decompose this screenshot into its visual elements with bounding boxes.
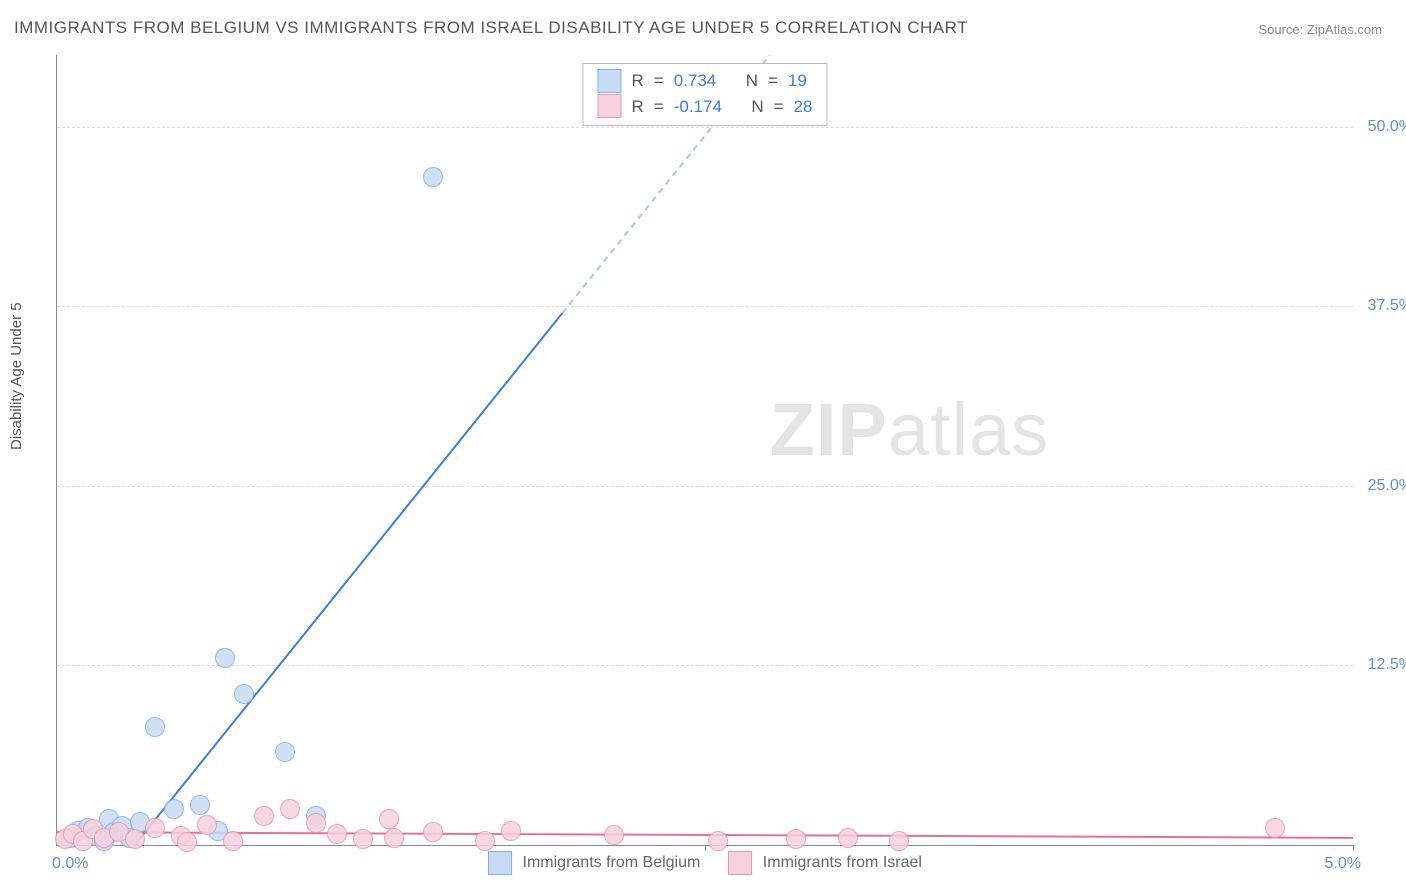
- n-value-belgium: 19: [788, 68, 807, 94]
- n-label: N: [751, 94, 763, 120]
- gridline: [57, 486, 1353, 487]
- data-point-israel: [708, 831, 728, 851]
- data-point-israel: [501, 821, 521, 841]
- data-point-belgium: [215, 648, 235, 668]
- eq-label: =: [654, 68, 664, 94]
- r-label: R: [631, 94, 643, 120]
- data-point-belgium: [164, 799, 184, 819]
- swatch-belgium: [597, 69, 621, 93]
- source-prefix: Source:: [1258, 22, 1306, 37]
- gridline: [57, 665, 1353, 666]
- data-point-israel: [353, 829, 373, 849]
- x-tick-mark: [1353, 845, 1354, 851]
- y-tick-label: 50.0%: [1363, 118, 1406, 136]
- data-point-israel: [145, 818, 165, 838]
- data-point-israel: [125, 829, 145, 849]
- trend-line-israel: [57, 832, 1353, 838]
- data-point-israel: [254, 806, 274, 826]
- watermark-light: atlas: [888, 388, 1049, 471]
- eq-label: =: [768, 68, 778, 94]
- trend-lines-svg: [57, 55, 1353, 845]
- r-value-israel: -0.174: [674, 94, 722, 120]
- legend-label-belgium: Immigrants from Belgium: [523, 854, 701, 871]
- data-point-belgium: [190, 795, 210, 815]
- legend-item-belgium: Immigrants from Belgium: [488, 851, 700, 875]
- data-point-belgium: [234, 684, 254, 704]
- data-point-israel: [306, 813, 326, 833]
- correlation-stats-box: R = 0.734 N = 19 R = -0.174 N = 28: [582, 63, 827, 126]
- legend-swatch-israel: [728, 851, 752, 875]
- legend: Immigrants from Belgium Immigrants from …: [488, 851, 922, 875]
- r-value-belgium: 0.734: [674, 68, 717, 94]
- n-value-israel: 28: [794, 94, 813, 120]
- y-tick-label: 12.5%: [1363, 656, 1406, 674]
- source-name: ZipAtlas.com: [1307, 22, 1382, 37]
- y-tick-label: 37.5%: [1363, 297, 1406, 315]
- legend-swatch-belgium: [488, 851, 512, 875]
- data-point-israel: [838, 828, 858, 848]
- data-point-belgium: [423, 167, 443, 187]
- data-point-israel: [197, 815, 217, 835]
- data-point-israel: [379, 809, 399, 829]
- data-point-israel: [1265, 818, 1285, 838]
- data-point-israel: [384, 828, 404, 848]
- data-point-israel: [423, 822, 443, 842]
- swatch-israel: [597, 94, 621, 118]
- data-point-israel: [327, 824, 347, 844]
- data-point-israel: [889, 831, 909, 851]
- stats-row-belgium: R = 0.734 N = 19: [597, 68, 812, 94]
- data-point-israel: [604, 825, 624, 845]
- chart-title: IMMIGRANTS FROM BELGIUM VS IMMIGRANTS FR…: [14, 18, 968, 38]
- plot-area: ZIPatlas 12.5%25.0%37.5%50.0% R = 0.734 …: [56, 55, 1353, 846]
- eq-label: =: [774, 94, 784, 120]
- data-point-israel: [280, 799, 300, 819]
- data-point-israel: [223, 831, 243, 851]
- legend-item-israel: Immigrants from Israel: [728, 851, 922, 875]
- watermark: ZIPatlas: [770, 387, 1049, 472]
- data-point-belgium: [275, 742, 295, 762]
- data-point-israel: [786, 829, 806, 849]
- y-axis-label: Disability Age Under 5: [8, 302, 25, 450]
- data-point-israel: [475, 831, 495, 851]
- gridline: [57, 127, 1353, 128]
- r-label: R: [631, 68, 643, 94]
- watermark-bold: ZIP: [770, 388, 888, 471]
- data-point-israel: [177, 832, 197, 852]
- source-attribution: Source: ZipAtlas.com: [1258, 22, 1382, 37]
- stats-row-israel: R = -0.174 N = 28: [597, 94, 812, 120]
- gridline: [57, 306, 1353, 307]
- eq-label: =: [654, 94, 664, 120]
- origin-label: 0.0%: [52, 855, 88, 873]
- y-tick-label: 25.0%: [1363, 477, 1406, 495]
- trend-line-belgium: [135, 313, 563, 845]
- legend-label-israel: Immigrants from Israel: [763, 854, 922, 871]
- n-label: N: [746, 68, 758, 94]
- data-point-belgium: [145, 717, 165, 737]
- xmax-label: 5.0%: [1325, 855, 1361, 873]
